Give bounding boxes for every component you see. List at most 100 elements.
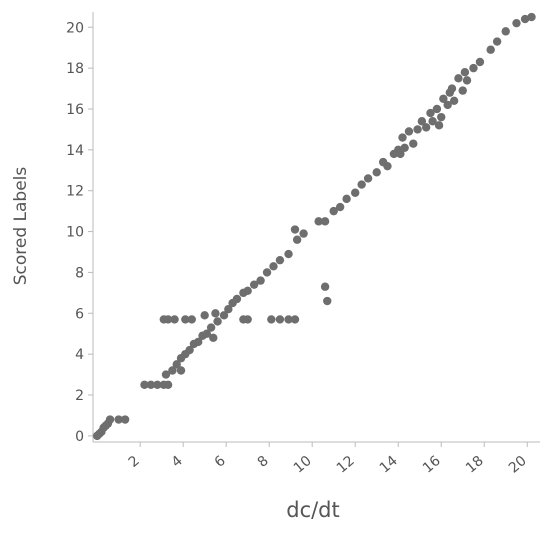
- point: [249, 280, 259, 289]
- point: [449, 96, 459, 106]
- point: [329, 206, 338, 216]
- point: [168, 366, 177, 375]
- point: [520, 14, 530, 24]
- x-tick-label: 18: [463, 453, 487, 477]
- point: [213, 317, 222, 326]
- point: [458, 86, 467, 95]
- y-tick-label: 12: [66, 184, 84, 200]
- point: [185, 345, 194, 355]
- point: [400, 143, 409, 152]
- point: [460, 68, 470, 77]
- point: [200, 311, 209, 320]
- x-axis-label: dc/dt: [286, 498, 340, 522]
- point: [232, 294, 242, 304]
- point: [372, 168, 381, 177]
- point: [413, 125, 422, 134]
- point: [172, 360, 181, 369]
- point: [105, 415, 115, 424]
- point: [209, 333, 218, 343]
- y-tick-label: 20: [66, 20, 84, 36]
- point: [202, 329, 212, 338]
- x-tick-label: 2: [126, 453, 143, 471]
- point: [211, 309, 220, 318]
- point: [439, 94, 448, 103]
- point: [267, 315, 276, 324]
- y-tick-label: 18: [66, 61, 84, 77]
- point: [206, 323, 216, 332]
- point: [421, 123, 431, 132]
- point: [351, 188, 360, 197]
- y-tick-label: 2: [75, 388, 84, 404]
- point: [469, 63, 478, 73]
- x-tick-label: 12: [334, 453, 358, 477]
- point: [292, 235, 302, 244]
- y-tick-label: 6: [75, 306, 84, 322]
- point: [383, 161, 392, 171]
- point: [434, 121, 444, 130]
- point: [114, 415, 123, 424]
- point: [320, 217, 330, 226]
- y-tick-label: 10: [66, 225, 84, 241]
- point: [219, 311, 229, 320]
- point: [290, 315, 300, 324]
- point: [342, 194, 351, 204]
- point: [262, 268, 272, 277]
- x-tick-label: 14: [377, 453, 401, 477]
- point: [527, 12, 536, 22]
- y-tick-label: 16: [66, 102, 84, 118]
- y-tick-label: 0: [75, 429, 84, 445]
- point: [462, 76, 472, 85]
- x-tick-label: 10: [291, 453, 315, 477]
- point: [454, 74, 463, 83]
- y-tick-label: 8: [75, 265, 84, 281]
- point: [475, 57, 485, 67]
- point: [363, 174, 373, 183]
- point: [176, 366, 186, 375]
- point: [417, 117, 427, 126]
- y-tick-label: 14: [66, 143, 84, 159]
- point: [194, 337, 203, 347]
- point: [404, 127, 414, 136]
- point: [426, 108, 435, 118]
- point: [335, 202, 345, 212]
- point: [290, 225, 300, 234]
- point: [409, 139, 418, 148]
- point: [432, 104, 442, 114]
- point: [163, 315, 173, 324]
- x-tick-label: 6: [212, 453, 229, 471]
- point: [437, 112, 446, 122]
- point: [256, 276, 265, 285]
- point: [443, 100, 452, 110]
- point: [299, 229, 308, 238]
- point: [323, 296, 332, 306]
- point: [357, 180, 366, 189]
- point: [181, 315, 190, 324]
- point: [170, 315, 179, 324]
- point: [275, 255, 285, 265]
- point: [269, 262, 278, 271]
- point: [398, 133, 407, 142]
- point: [161, 370, 171, 379]
- point: [492, 37, 502, 46]
- point: [486, 45, 495, 54]
- point: [275, 315, 285, 324]
- point: [243, 315, 252, 324]
- point: [320, 282, 330, 291]
- x-tick-label: 8: [255, 453, 272, 471]
- y-axis-label: Scored Labels: [11, 167, 31, 286]
- point: [445, 88, 455, 97]
- point: [163, 380, 173, 389]
- y-tick-label: 4: [75, 347, 84, 363]
- point: [146, 380, 156, 389]
- point: [284, 249, 293, 259]
- point: [501, 27, 510, 36]
- point: [120, 415, 130, 424]
- point: [187, 315, 196, 324]
- x-tick-label: 20: [506, 453, 530, 477]
- point: [512, 18, 521, 28]
- point: [284, 315, 293, 324]
- point: [224, 305, 233, 314]
- x-tick-label: 4: [169, 453, 186, 471]
- x-tick-label: 16: [420, 453, 444, 477]
